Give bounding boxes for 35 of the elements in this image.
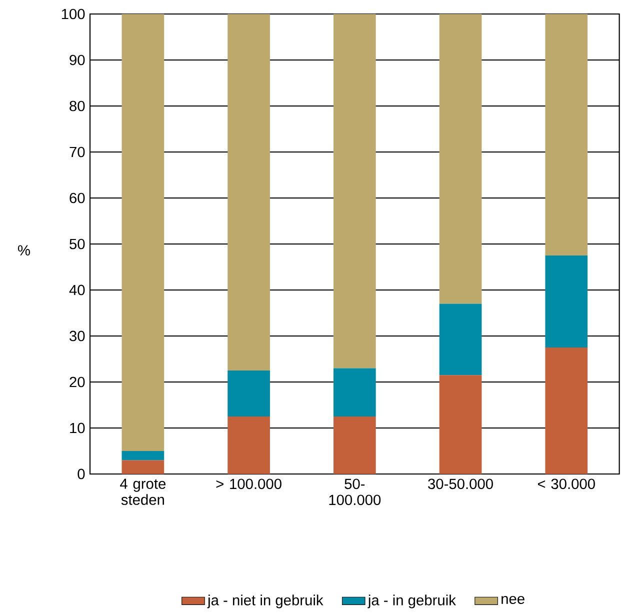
y-tick-label: 100 xyxy=(62,8,85,20)
bar xyxy=(439,304,482,376)
bar xyxy=(439,375,482,474)
bar xyxy=(545,347,588,474)
bar xyxy=(333,368,376,416)
y-tick-label: 80 xyxy=(70,100,85,112)
bar xyxy=(228,416,270,474)
y-tick-label: 30 xyxy=(70,330,85,342)
legend-label: ja - niet in gebruik xyxy=(207,594,324,608)
y-tick-label: 90 xyxy=(70,54,85,66)
legend-label: nee xyxy=(502,596,524,604)
y-axis-title: % xyxy=(18,245,30,256)
x-tick-label: > 100.000 xyxy=(216,478,282,490)
bar xyxy=(122,460,164,474)
bar xyxy=(333,14,376,368)
bar xyxy=(122,14,164,451)
y-tick-label: 0 xyxy=(78,468,85,480)
y-tick-label: 10 xyxy=(70,422,85,434)
x-tick-label: < 30.000 xyxy=(538,478,595,490)
bar xyxy=(228,370,270,416)
y-tick-label: 50 xyxy=(70,238,85,250)
bar xyxy=(122,450,164,460)
legend-label: ja - in gebruik xyxy=(368,594,456,608)
y-tick-label: 40 xyxy=(69,284,85,296)
bar xyxy=(439,14,482,304)
bar xyxy=(545,14,588,256)
y-tick-label: 20 xyxy=(70,376,85,388)
bar xyxy=(228,14,270,370)
x-tick-label: 4 grote steden xyxy=(120,478,166,505)
y-tick-label: 60 xyxy=(70,192,85,204)
bar xyxy=(333,416,376,474)
y-tick-label: 70 xyxy=(70,146,85,158)
x-tick-label: 50-100.000 xyxy=(329,478,381,506)
bar xyxy=(545,255,588,348)
x-tick-label: 30-50.000 xyxy=(428,478,493,490)
